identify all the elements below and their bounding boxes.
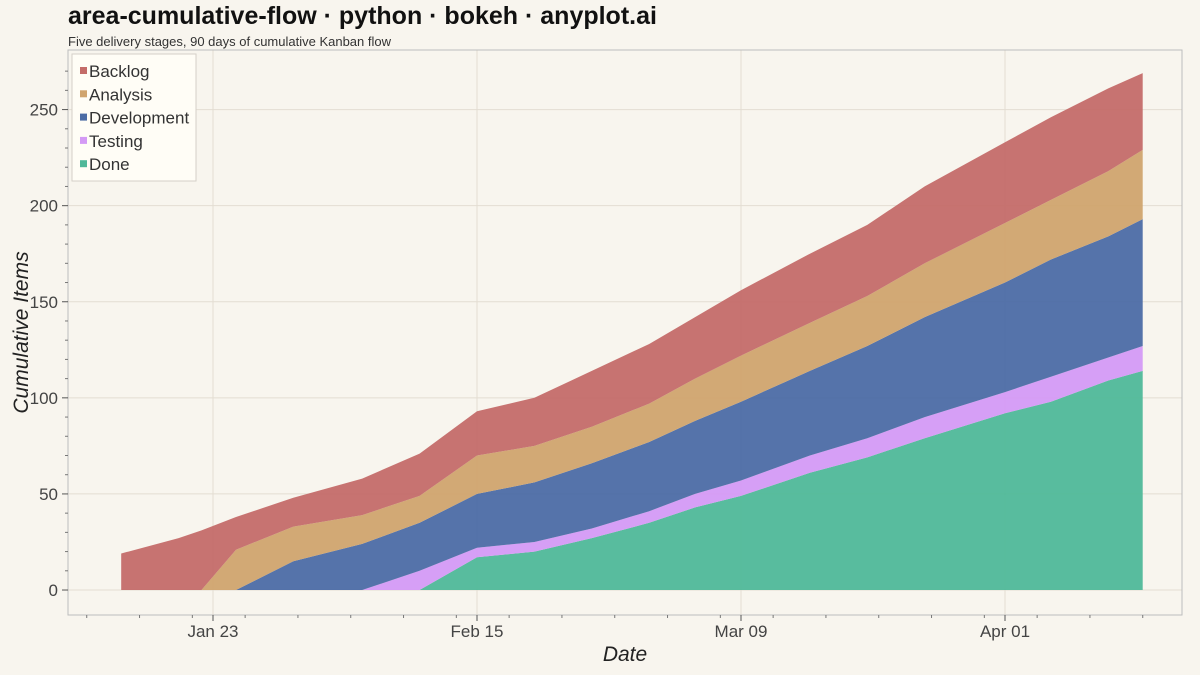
y-tick-label: 100 [30,389,58,408]
area-development [121,219,1143,590]
legend: Backlog Analysis Development Testing Done [71,53,197,182]
x-tick-label: Jan 23 [187,622,238,641]
legend-label-analysis: Analysis [89,85,152,104]
legend-box [71,53,197,182]
x-axis-label: Date [603,643,647,666]
legend-swatch-testing [80,136,87,144]
legend-label-backlog: Backlog [89,62,149,81]
legend-swatch-backlog [80,67,87,74]
y-tick-label: 200 [30,197,58,216]
plot-frame [67,49,1183,616]
area-backlog [121,73,1143,591]
legend-swatch-development [80,113,87,121]
chart-subtitle: Five delivery stages, 90 days of cumulat… [68,34,392,49]
y-tick-label: 50 [39,485,58,504]
legend-swatch-analysis [80,90,87,98]
y-tick-label: 250 [30,101,58,120]
y-axis-label: Cumulative Items [10,251,33,414]
x-tick-label: Apr 01 [980,622,1030,641]
legend-swatch-done [80,160,87,168]
y-tick-label: 150 [30,293,58,312]
legend-label-development: Development [89,109,189,128]
x-tick-label: Feb 15 [451,622,504,641]
x-tick-label: Mar 09 [715,622,768,641]
legend-label-done: Done [89,155,130,174]
legend-label-testing: Testing [89,132,143,151]
y-tick-label: 0 [49,581,58,600]
area-done [121,370,1143,590]
chart-title: area-cumulative-flow · python · bokeh · … [68,2,657,30]
